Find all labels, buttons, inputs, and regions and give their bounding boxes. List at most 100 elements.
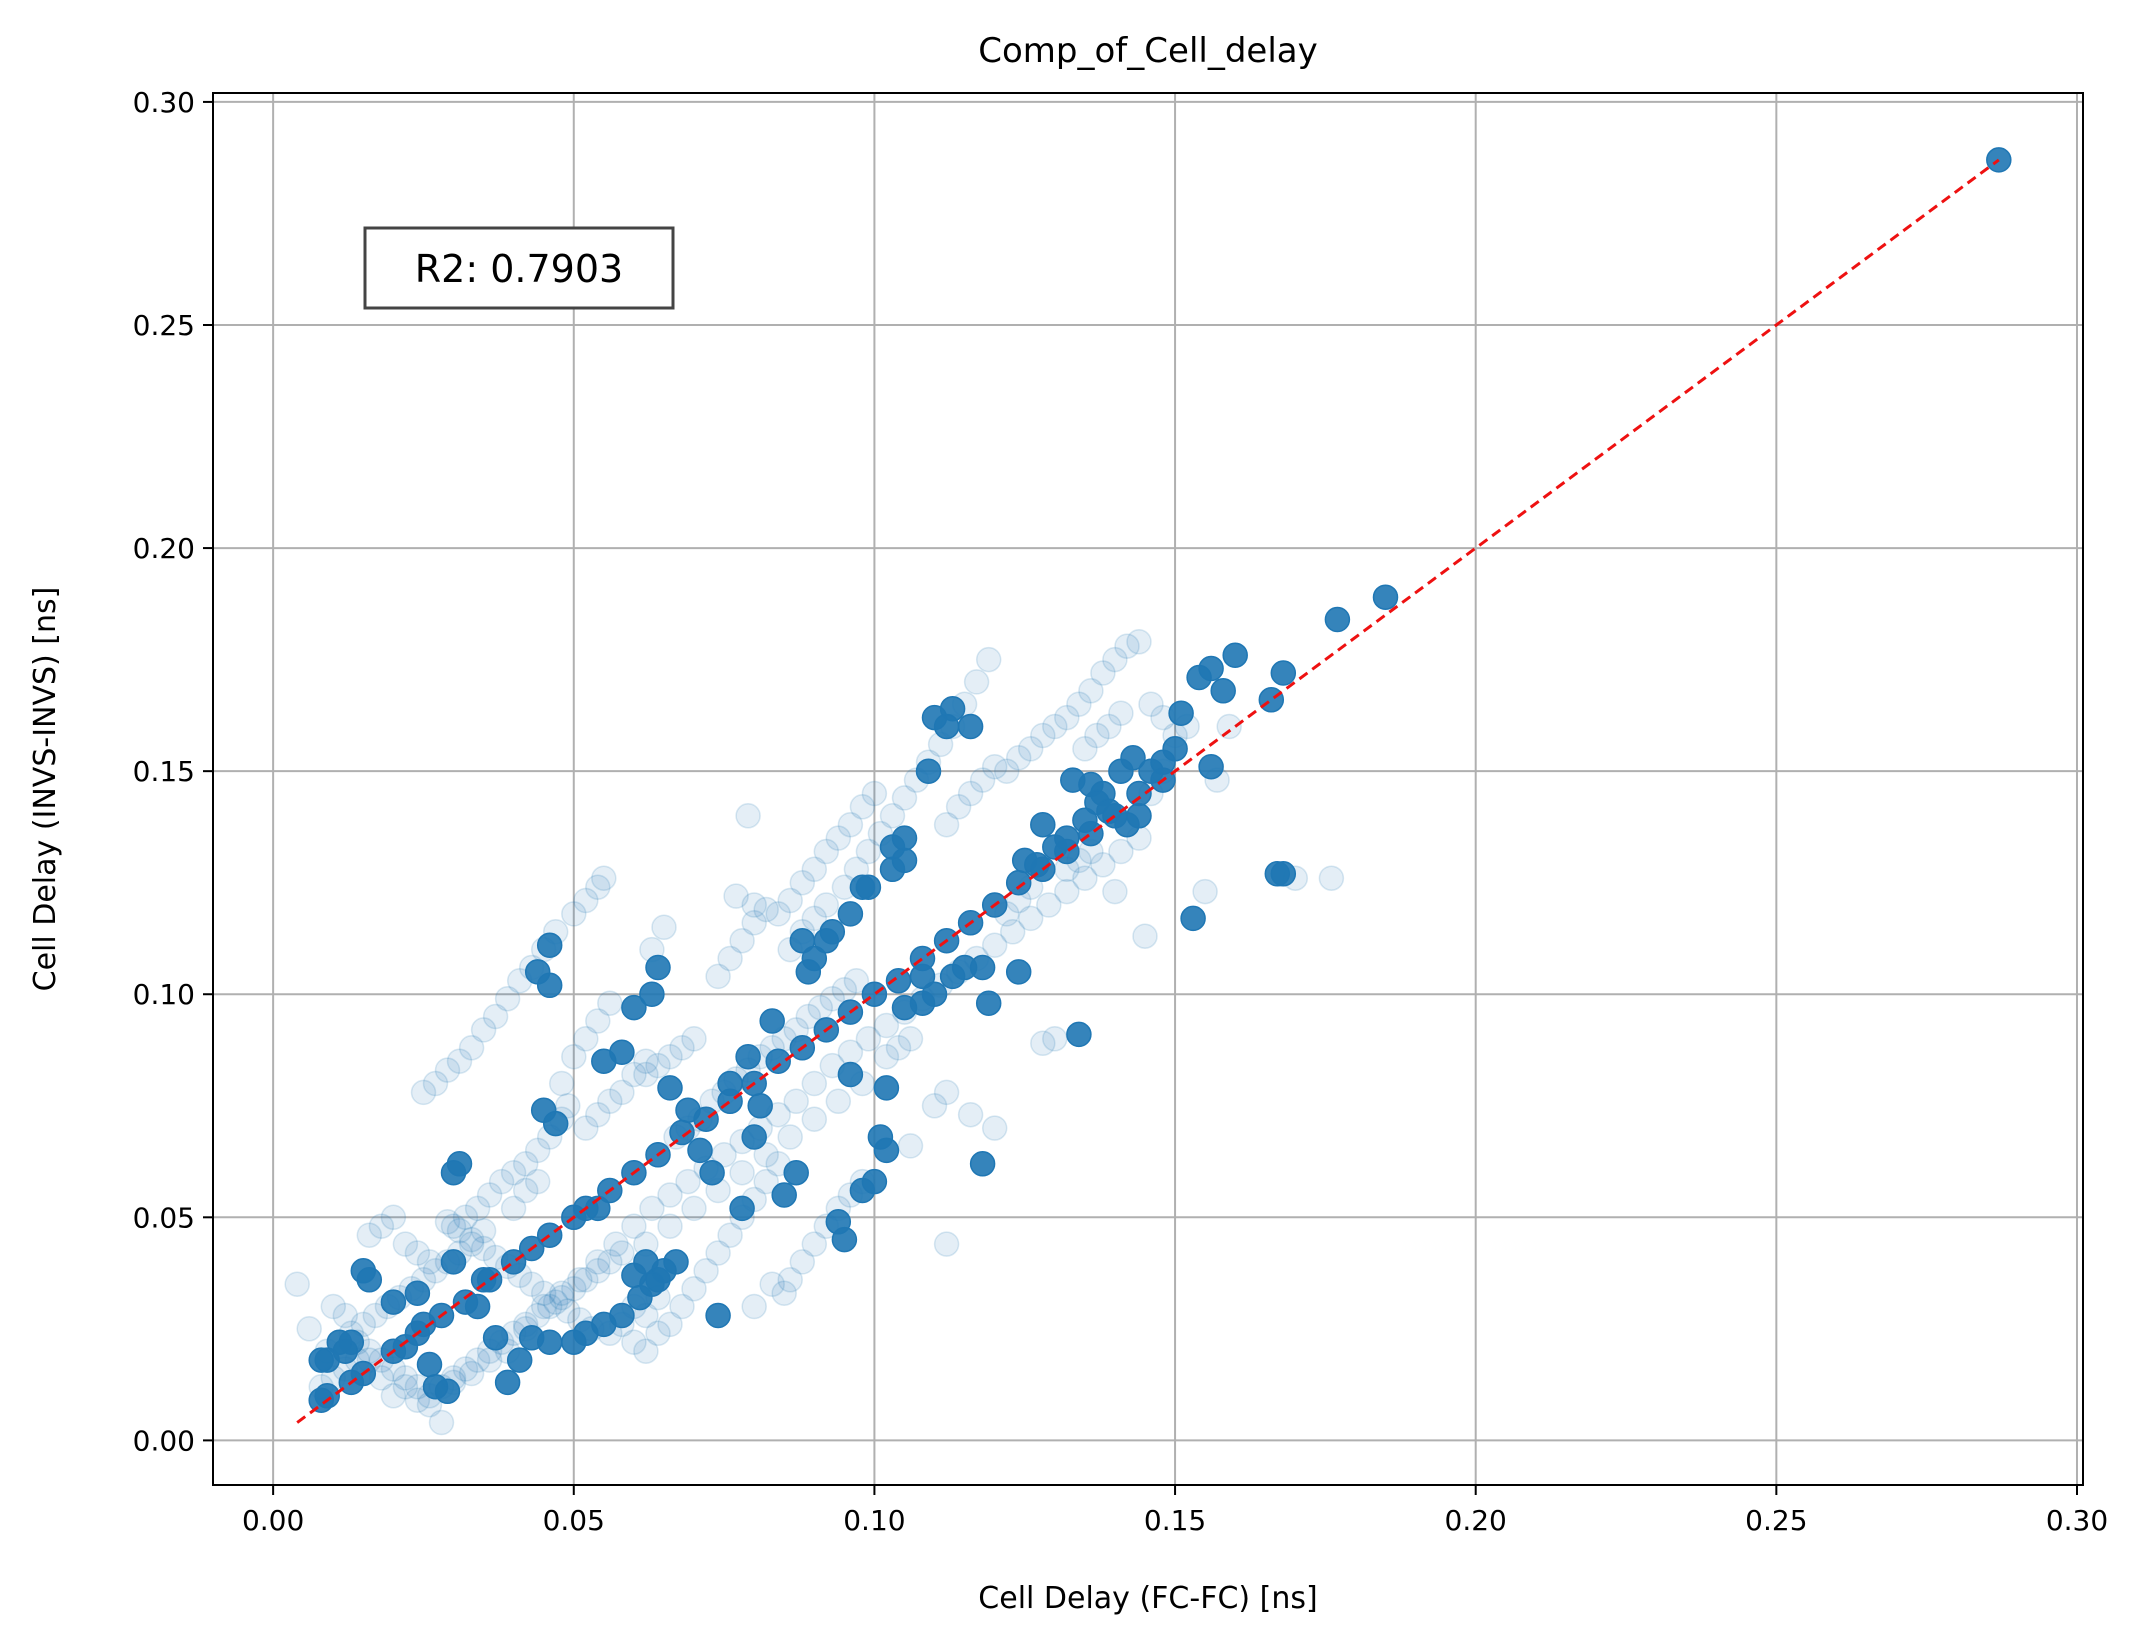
scatter-point <box>536 1222 563 1248</box>
scatter-point <box>609 1079 635 1106</box>
scatter-point <box>585 1008 611 1034</box>
scatter-point <box>891 847 918 874</box>
scatter-point <box>332 1302 359 1329</box>
scatter-point <box>801 1070 828 1097</box>
scatter-point <box>1005 745 1032 771</box>
x-tick-label: 0.05 <box>543 1504 605 1537</box>
scatter-point <box>933 713 960 740</box>
scatter-point <box>855 1026 882 1052</box>
scatter-point <box>801 905 828 932</box>
scatter-point <box>428 1409 455 1436</box>
x-tick-label: 0.15 <box>1144 1504 1206 1537</box>
scatter-point <box>482 1325 509 1351</box>
x-tick-label: 0.30 <box>2046 1504 2108 1537</box>
scatter-point <box>609 1302 635 1329</box>
x-tick-label: 0.10 <box>843 1504 905 1537</box>
scatter-point <box>1318 865 1345 891</box>
scatter-point <box>1030 722 1056 749</box>
scatter-point <box>705 963 731 990</box>
scatter-point <box>350 1311 377 1338</box>
scatter-point <box>705 1302 731 1329</box>
scatter-point <box>1042 1026 1068 1052</box>
scatter-point <box>458 1035 485 1061</box>
scatter-point <box>813 838 840 865</box>
scatter-point <box>470 1017 497 1043</box>
scatter-point <box>741 1124 767 1150</box>
scatter-point <box>957 780 984 807</box>
scatter-point <box>1072 865 1098 891</box>
scatter-point <box>1005 959 1032 985</box>
scatter-point <box>591 865 617 891</box>
scatter-point <box>1222 642 1248 668</box>
y-tick-label: 0.20 <box>133 532 195 565</box>
scatter-point <box>458 1360 485 1387</box>
scatter-point <box>693 1258 719 1284</box>
scatter-point <box>669 1119 695 1146</box>
scatter-point <box>963 669 990 695</box>
scatter-point <box>933 1231 960 1257</box>
scatter-point <box>759 1271 785 1297</box>
y-tick-label: 0.15 <box>133 755 195 788</box>
scatter-point <box>957 713 984 740</box>
scatter-point <box>1066 1021 1092 1048</box>
scatter-point <box>753 896 779 923</box>
scatter-point <box>482 1003 509 1030</box>
scatter-point <box>813 892 840 918</box>
scatter-point <box>993 758 1020 784</box>
scatter-point <box>434 1057 461 1083</box>
scatter-point <box>753 1142 779 1168</box>
scatter-point <box>440 1213 467 1239</box>
scatter-point <box>1054 704 1080 731</box>
scatter-point <box>440 1249 467 1275</box>
scatter-point <box>573 887 599 914</box>
scatter-point <box>885 968 912 994</box>
scatter-point <box>1138 691 1164 717</box>
scatter-point <box>464 1347 491 1373</box>
scatter-point <box>657 1075 683 1101</box>
scatter-point <box>741 910 767 936</box>
scatter-point <box>326 1329 353 1355</box>
scatter-point <box>957 1101 984 1128</box>
scatter-point <box>488 1168 515 1195</box>
scatter-point <box>452 1204 479 1231</box>
reference-line-layer <box>296 158 2000 1424</box>
r2-annotation: R2: 0.7903 <box>363 226 675 310</box>
scatter-point <box>765 901 791 927</box>
scatter-point <box>831 1226 858 1253</box>
scatter-point <box>1108 838 1134 865</box>
scatter-point <box>308 1387 334 1413</box>
scatter-point <box>921 1093 948 1119</box>
scatter-point <box>524 1137 551 1164</box>
scatter-point <box>657 1213 683 1239</box>
scatter-point <box>561 1329 587 1355</box>
scatter-point <box>699 1159 725 1186</box>
scatter-point <box>681 1026 707 1052</box>
scatter-point <box>717 945 743 972</box>
scatter-point <box>861 981 888 1007</box>
scatter-point <box>639 1195 665 1222</box>
scatter-point <box>1210 678 1236 704</box>
y-axis-label: Cell Delay (INVS-INVS) [ns] <box>28 587 63 992</box>
scatter-point <box>633 1048 659 1074</box>
scatter-point <box>452 1289 479 1315</box>
scatter-point <box>392 1333 419 1360</box>
scatter-point <box>915 758 942 784</box>
plot-frame <box>212 92 2084 1486</box>
scatter-point <box>1120 745 1146 771</box>
scatter-point <box>404 1280 431 1306</box>
scatter-point <box>1030 811 1056 838</box>
scatter-point <box>410 1079 437 1106</box>
scatter-point <box>639 981 665 1007</box>
scatter-point <box>681 1275 707 1302</box>
scatter-point <box>500 1159 527 1186</box>
scatter-point <box>470 1217 497 1244</box>
scatter-point <box>476 1182 503 1208</box>
scatter-point <box>585 874 611 900</box>
scatter-point <box>639 1271 665 1297</box>
scatter-point <box>585 1101 611 1128</box>
scatter-point <box>368 1213 395 1239</box>
scatter-point <box>404 1387 431 1413</box>
y-tick-label: 0.00 <box>133 1424 195 1457</box>
scatter-point <box>1090 852 1116 878</box>
